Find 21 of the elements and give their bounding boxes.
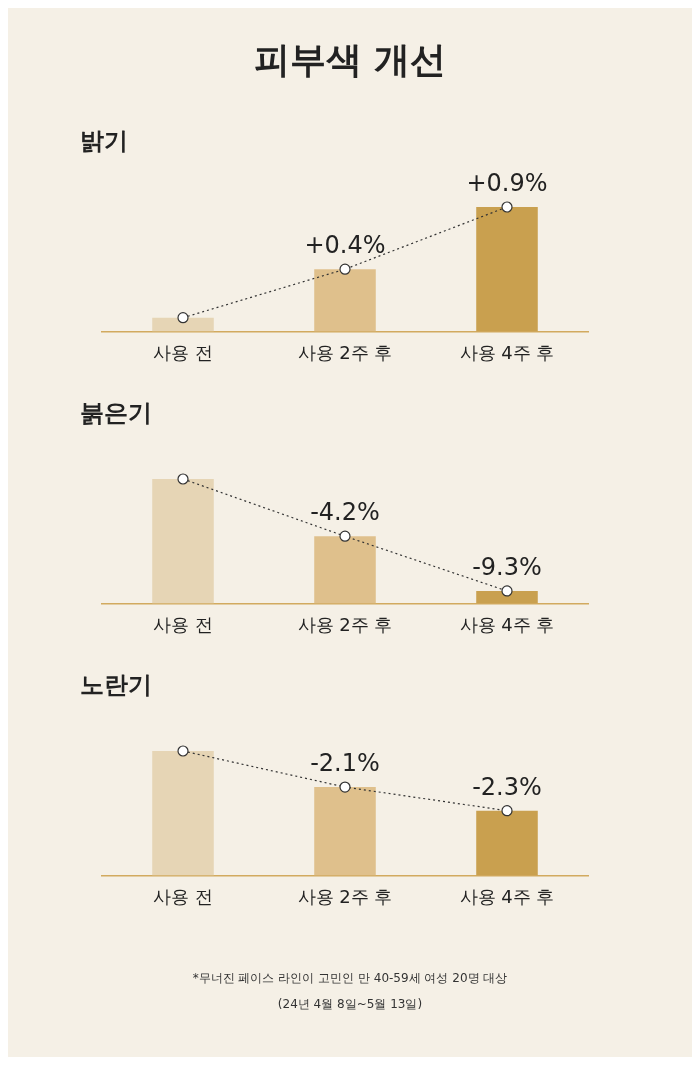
annotation: -2.3% [472,772,542,801]
x-tick-label: 사용 전 [153,341,213,363]
annotation: +0.4% [304,231,386,260]
x-tick-label: 사용 4주 후 [459,341,555,363]
chart-title: 노란기 [80,670,153,701]
x-tick-label: 사용 전 [153,885,213,907]
x-tick-label: 사용 2주 후 [297,885,393,907]
x-tick-label: 사용 전 [153,613,213,635]
x-tick-label: 사용 2주 후 [297,613,393,635]
chart-title: 붉은기 [80,398,153,429]
text: 피부색 개선 [252,38,448,82]
chart-title: 밝기 [80,126,129,157]
x-tick-label: 사용 4주 후 [459,885,555,907]
annotation: -4.2% [310,498,380,527]
text: *무너진 페이스 라인이 고민인 만 40-59세 여성 20명 대상 [191,970,509,987]
x-tick-label: 사용 2주 후 [297,341,393,363]
annotation: -2.1% [310,749,380,778]
annotation: +0.9% [466,169,548,198]
text: (24년 4월 8일~5월 13일) [276,996,424,1013]
annotation: -9.3% [472,553,542,582]
x-tick-label: 사용 4주 후 [459,613,555,635]
